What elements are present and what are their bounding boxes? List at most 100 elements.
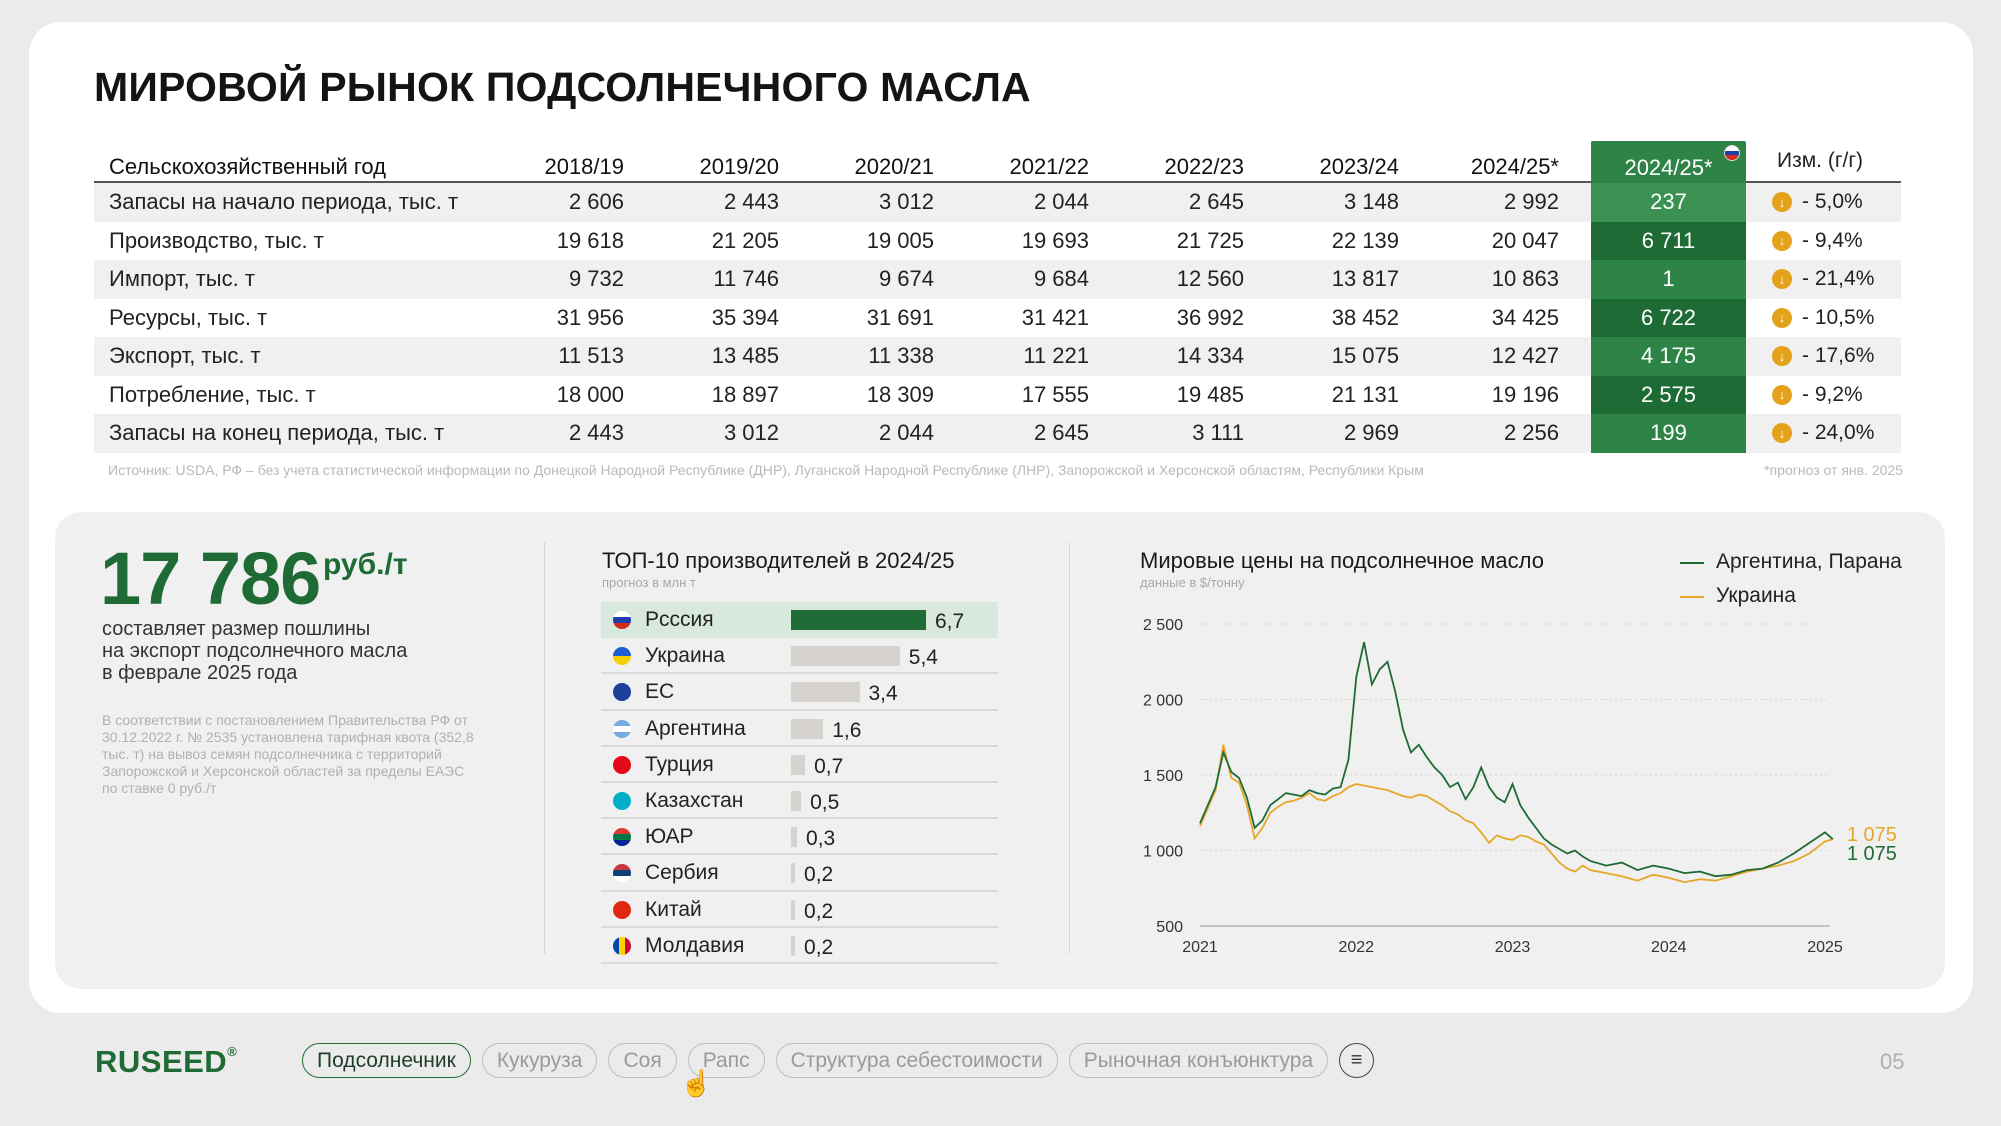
series-end-label: 1 075 <box>1847 843 1897 865</box>
year-header: 2019/20 <box>699 154 779 179</box>
producer-row: Украина 5,4 <box>601 638 998 675</box>
table-row: Производство, тыс. т 19 618 21 205 19 005 19… <box>94 221 1901 261</box>
table-cell: 9 732 <box>568 266 624 292</box>
year-header: 2024/25* <box>1470 154 1559 179</box>
russia-cell: 237 <box>1591 183 1746 222</box>
nav-sunflower-button[interactable]: Подсолнечник <box>302 1043 471 1078</box>
producer-value: 1,6 <box>832 718 862 742</box>
row-label: Запасы на начало периода, тыс. т <box>109 189 459 215</box>
producer-bar <box>791 899 796 920</box>
arrow-down-icon: ↓ <box>1772 192 1792 213</box>
kazakhstan-flag-icon <box>613 791 631 810</box>
year-header: 2023/24 <box>1319 154 1399 179</box>
table-row: Экспорт, тыс. т 11 513 13 485 11 338 11 221 1… <box>94 337 1901 376</box>
table-cell: 11 221 <box>1023 343 1089 369</box>
y-tick-label: 2 500 <box>1143 617 1183 634</box>
producer-row: Молдавия 0,2 <box>601 928 998 964</box>
serbia-flag-icon <box>613 864 631 883</box>
producer-country: ЕС <box>645 680 675 704</box>
table-cell: 31 691 <box>866 304 934 330</box>
market-table: Сельскохозяйственный год 2018/19 2019/20 20… <box>94 141 1901 453</box>
producer-country: Рсссия <box>645 608 714 631</box>
producer-bar <box>791 754 806 775</box>
table-row: Запасы на начало периода, тыс. т 2 606 2 4… <box>94 183 1901 222</box>
russia-cell: 2 575 <box>1591 375 1746 414</box>
top10-list: Рсссия 6,7 Украина 5,4 ЕС 3,4 Аргентина 1,6 Турц… <box>601 602 998 964</box>
producer-value: 5,4 <box>908 646 938 670</box>
source-note: Источник: USDA, РФ – без учета статистич… <box>108 462 1424 478</box>
table-cell: 19 005 <box>866 227 934 253</box>
moldova-flag-icon <box>613 936 631 955</box>
nav-cost-structure-button[interactable]: Структура себестоимости <box>775 1043 1058 1078</box>
x-tick-label: 2021 <box>1182 939 1218 956</box>
table-cell: 36 992 <box>1176 304 1244 330</box>
russia-flag-icon <box>613 611 631 629</box>
table-cell: 11 338 <box>868 343 934 369</box>
producer-row: Сербия 0,2 <box>601 855 998 892</box>
section-nav: Подсолнечник Кукуруза Соя Рапс Структура себ… <box>302 1043 1375 1078</box>
table-row: Ресурсы, тыс. т 31 956 35 394 31 691 31 421 3… <box>94 298 1901 337</box>
header-label: Сельскохозяйственный год <box>109 154 386 179</box>
producer-value: 0,2 <box>804 935 834 959</box>
table-cell: 2 645 <box>1033 420 1089 446</box>
legend-item: Украина <box>1680 582 1902 616</box>
producer-country: Казахстан <box>645 788 744 812</box>
table-cell: 14 334 <box>1176 343 1244 369</box>
producer-bar <box>791 790 802 811</box>
table-cell: 2 969 <box>1343 420 1399 446</box>
row-label: Потребление, тыс. т <box>109 381 316 407</box>
table-cell: 13 485 <box>711 343 779 369</box>
x-tick-label: 2025 <box>1807 939 1843 956</box>
russia-cell: 6 722 <box>1591 298 1746 337</box>
producer-bar <box>791 863 796 884</box>
table-cell: 9 684 <box>1033 266 1089 292</box>
table-cell: 10 863 <box>1491 266 1559 292</box>
producer-bar <box>791 718 824 739</box>
nav-corn-button[interactable]: Кукуруза <box>481 1043 598 1078</box>
year-header: 2018/19 <box>544 154 624 179</box>
table-cell: 12 427 <box>1491 343 1559 369</box>
y-tick-label: 2 000 <box>1143 693 1183 710</box>
menu-icon[interactable]: ≡ <box>1339 1043 1375 1078</box>
producer-value: 0,2 <box>804 899 834 923</box>
table-cell: 2 044 <box>878 420 934 446</box>
table-cell: 19 693 <box>1021 227 1089 253</box>
row-label: Производство, тыс. т <box>109 227 324 253</box>
producer-value: 3,4 <box>868 682 898 706</box>
table-cell: 3 111 <box>1192 420 1244 446</box>
row-label: Ресурсы, тыс. т <box>109 304 268 330</box>
divider <box>544 542 545 954</box>
divider <box>1069 542 1070 954</box>
nav-market-button[interactable]: Рыночная конъюнктура <box>1068 1043 1329 1078</box>
nav-soy-button[interactable]: Соя <box>608 1043 677 1078</box>
year-header: 2021/22 <box>1009 154 1089 179</box>
producer-value: 0,2 <box>804 863 834 887</box>
producer-country: Молдавия <box>645 933 745 957</box>
chart-subtitle: данные в $/тонну <box>1140 575 1245 590</box>
forecast-footnote: *прогноз от янв. 2025 <box>1764 462 1903 478</box>
table-cell: 15 075 <box>1331 343 1399 369</box>
x-tick-label: 2023 <box>1495 939 1531 956</box>
change-cell: ↓ - 9,4% <box>1772 222 1863 261</box>
year-header: 2022/23 <box>1164 154 1244 179</box>
duty-unit: руб./т <box>323 548 408 581</box>
nav-rapeseed-button[interactable]: Рапс <box>687 1043 765 1078</box>
table-cell: 21 725 <box>1176 227 1244 253</box>
change-cell: ↓ - 21,4% <box>1772 260 1874 299</box>
russia-cell: 199 <box>1591 414 1746 453</box>
table-cell: 18 000 <box>556 381 624 407</box>
table-cell: 17 555 <box>1021 381 1089 407</box>
arrow-down-icon: ↓ <box>1772 307 1792 328</box>
producer-country: Сербия <box>645 861 719 885</box>
producer-country: Украина <box>645 644 725 668</box>
x-tick-label: 2022 <box>1338 939 1374 956</box>
producer-country: Китай <box>645 897 702 921</box>
russia-cell: 1 <box>1591 260 1746 299</box>
producer-value: 0,3 <box>806 827 836 851</box>
table-cell: 19 618 <box>556 227 624 253</box>
top10-subtitle: прогноз в млн т <box>602 575 696 590</box>
argentina-flag-icon <box>613 719 631 738</box>
table-cell: 11 746 <box>713 266 779 292</box>
table-cell: 31 421 <box>1021 304 1089 330</box>
table-cell: 18 897 <box>711 381 779 407</box>
